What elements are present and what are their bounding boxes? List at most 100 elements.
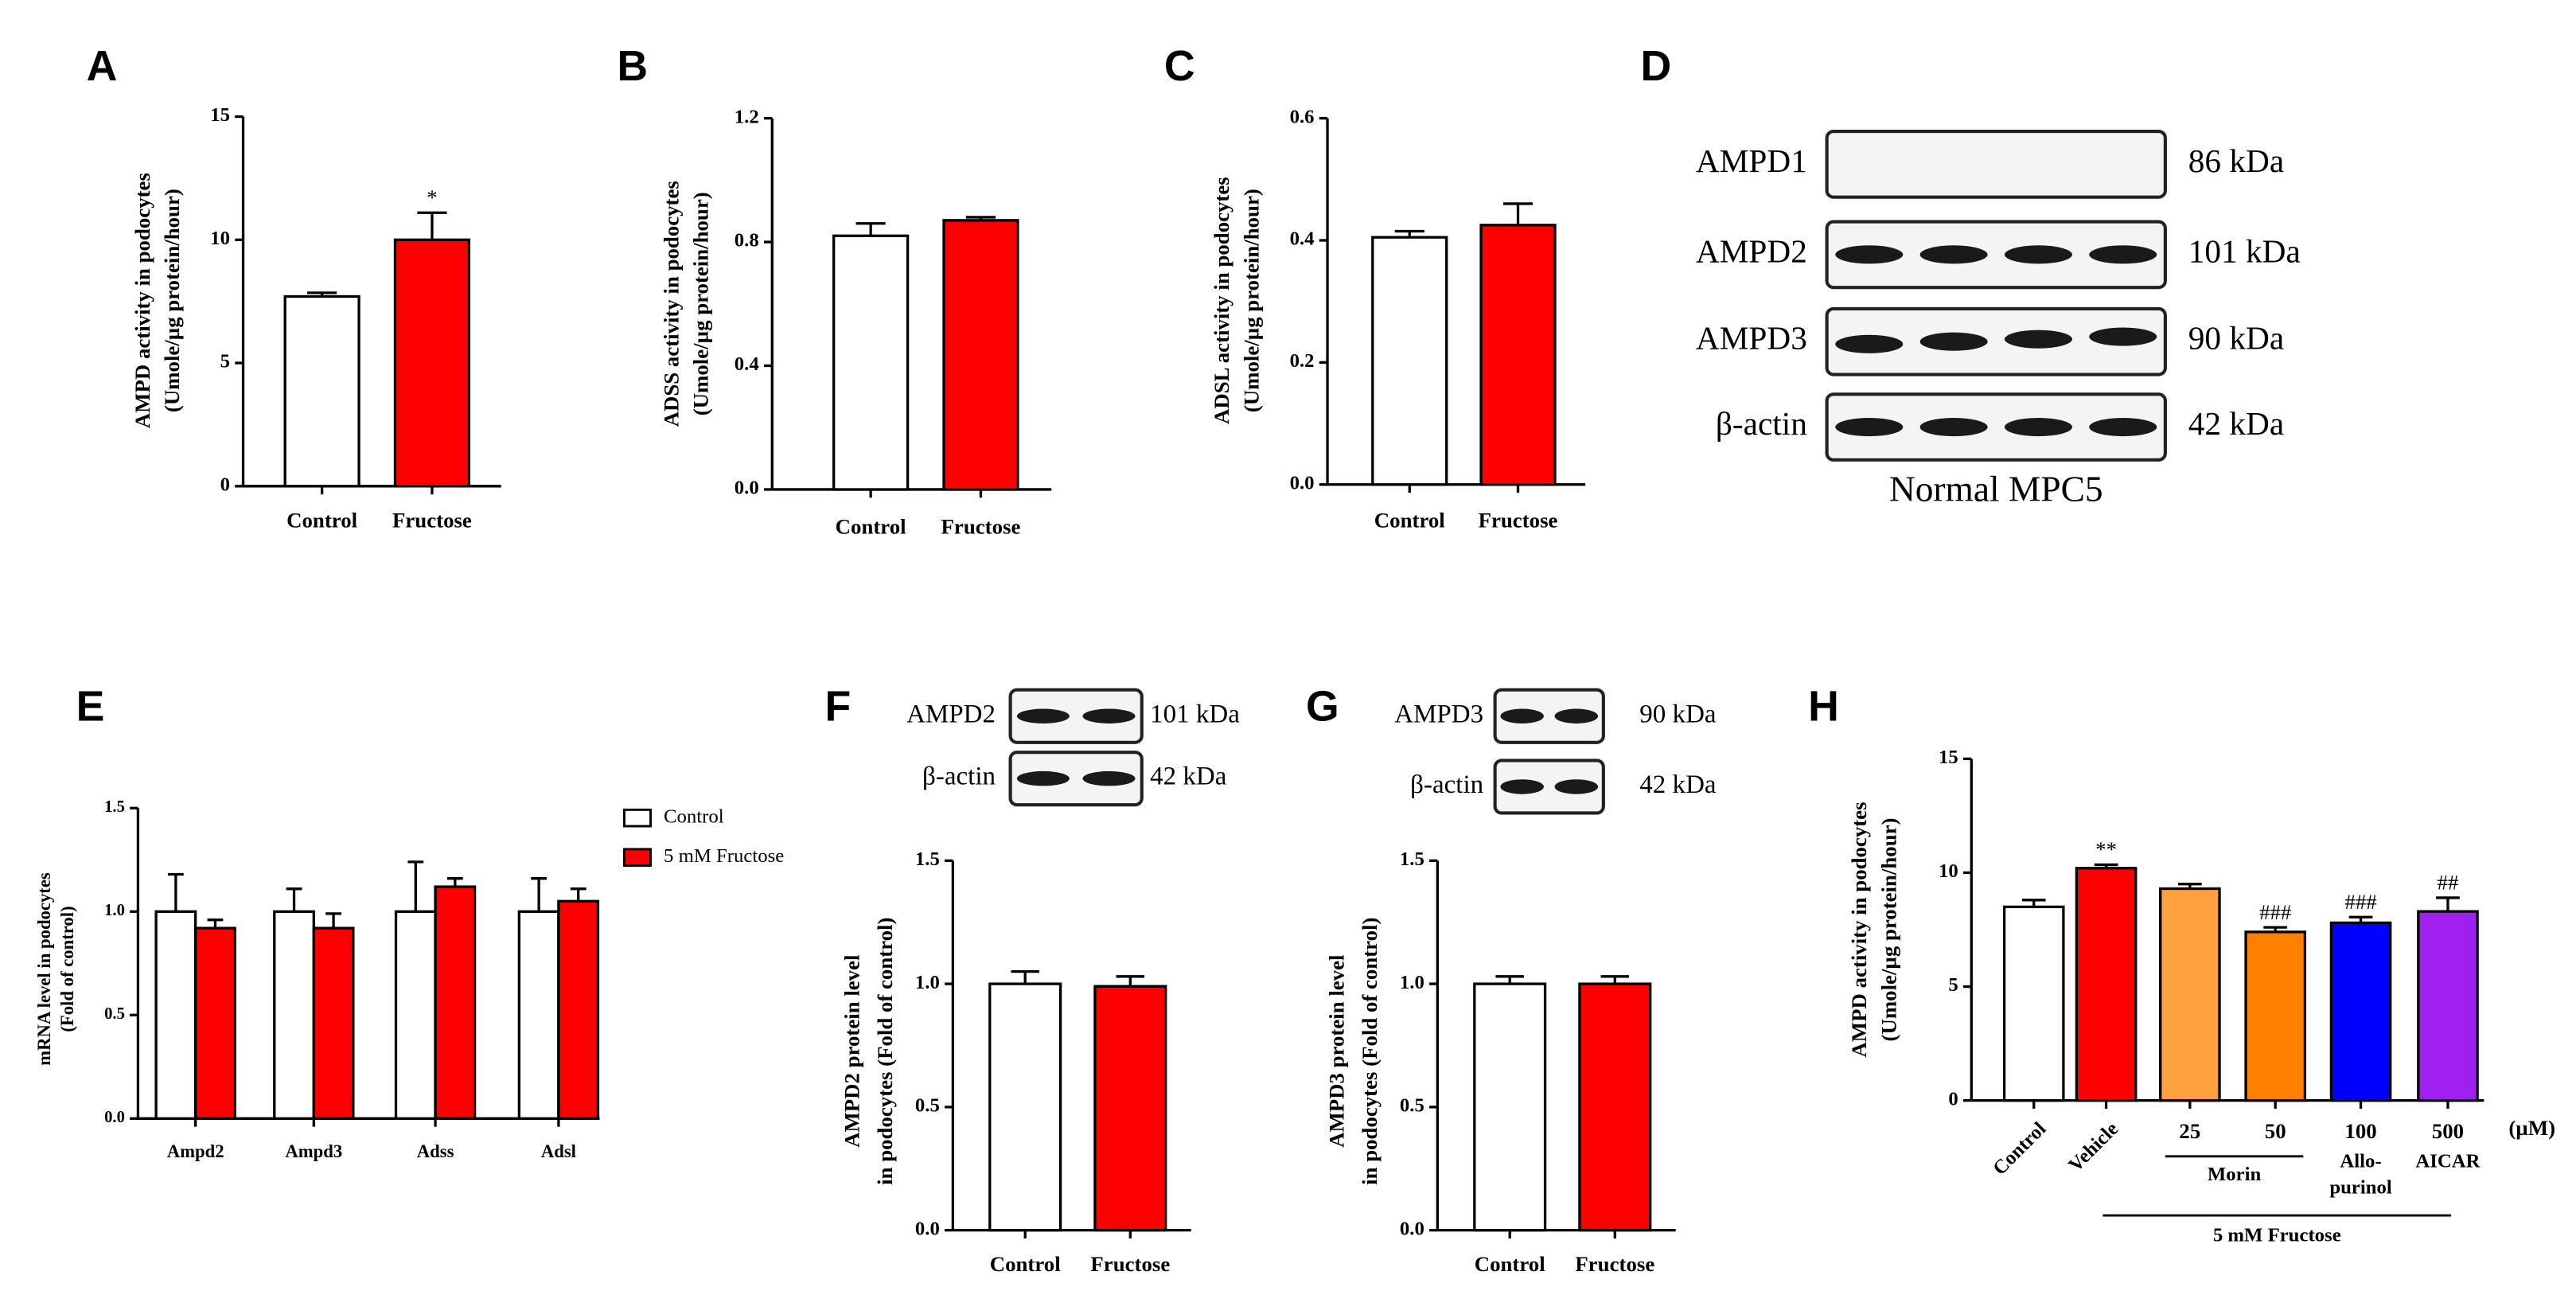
significance-mark: ### xyxy=(2259,900,2291,924)
blot-label: AMPD2 xyxy=(906,700,996,728)
bar xyxy=(1371,236,1448,486)
bar xyxy=(393,238,471,488)
blot-band xyxy=(1919,417,1988,437)
blot-band xyxy=(1835,417,1904,437)
y-axis-label: ADSL activity in podocytes xyxy=(1210,177,1233,424)
blot-label: AMPD1 xyxy=(1696,142,1807,179)
bar xyxy=(2329,921,2392,1102)
significance-mark: ** xyxy=(2095,837,2117,861)
x-tick-label: Fructose xyxy=(1479,508,1558,532)
group-label: Morin xyxy=(2208,1164,2262,1185)
blot-box xyxy=(1008,688,1144,744)
y-tick-label: 10 xyxy=(1939,860,1958,882)
y-axis-label: AMPD activity in podocytes xyxy=(131,173,154,428)
blot-kda: 90 kDa xyxy=(2188,320,2284,357)
bar xyxy=(557,899,600,1120)
x-tick-label: Control xyxy=(836,515,906,539)
blot-band xyxy=(2004,417,2072,437)
panel-letter: E xyxy=(76,683,105,731)
bar xyxy=(988,982,1062,1232)
y-tick-label: 0.0 xyxy=(104,1109,125,1126)
legend-label: Control xyxy=(664,805,724,827)
x-tick-label: Control xyxy=(990,1252,1061,1276)
blot-box xyxy=(1825,130,2167,199)
blot-band xyxy=(2004,245,2072,264)
bar xyxy=(394,910,437,1120)
bar xyxy=(2159,887,2221,1102)
significance-mark: ## xyxy=(2438,871,2459,895)
blot-label: AMPD3 xyxy=(1696,320,1807,357)
panel-letter: G xyxy=(1306,683,1339,731)
y-tick-label: 1.5 xyxy=(915,848,940,870)
x-tick-label: Control xyxy=(1475,1252,1545,1276)
blot-band xyxy=(1835,245,1904,264)
bar xyxy=(194,926,236,1120)
blot-band xyxy=(2089,245,2157,264)
x-tick-label: Control xyxy=(1989,1118,2050,1180)
blot-caption: Normal MPC5 xyxy=(1889,470,2103,509)
y-axis-label: AMPD3 protein level xyxy=(1325,955,1349,1148)
blot-label: β-actin xyxy=(1716,405,1807,442)
bar xyxy=(312,926,355,1120)
y-axis-label: AMPD activity in podocytes xyxy=(1847,802,1871,1057)
legend-swatch xyxy=(623,808,652,828)
blot-box xyxy=(1825,392,2167,462)
x-tick-label: Fructose xyxy=(1575,1252,1654,1276)
blot-band xyxy=(1016,708,1070,724)
blot-band xyxy=(2089,327,2157,346)
blot-label: AMPD2 xyxy=(1696,232,1807,269)
bar xyxy=(273,910,315,1120)
legend-swatch xyxy=(623,848,652,867)
x-tick-label: 25 xyxy=(2179,1119,2200,1143)
blot-kda: 101 kDa xyxy=(1150,700,1240,728)
y-tick-label: 0.4 xyxy=(735,353,759,375)
x-unit: (µM) xyxy=(2508,1116,2555,1140)
panel-letter: C xyxy=(1164,42,1195,90)
bar xyxy=(2002,905,2065,1102)
bar xyxy=(2075,867,2138,1102)
y-tick-label: 10 xyxy=(210,228,230,249)
blot-band xyxy=(1500,779,1544,794)
blot-band xyxy=(1082,770,1136,786)
group-label: AICAR xyxy=(2415,1151,2481,1172)
y-tick-label: 1.0 xyxy=(104,902,125,919)
y-tick-label: 5 xyxy=(220,351,230,372)
panel-letter: H xyxy=(1808,683,1839,731)
blot-box xyxy=(1493,759,1605,815)
blot-label: β-actin xyxy=(922,763,996,791)
y-axis-label: in podocytes (Fold of control) xyxy=(1358,918,1382,1185)
y-tick-label: 0 xyxy=(1948,1088,1958,1110)
y-tick-label: 0 xyxy=(220,474,230,496)
blot-band xyxy=(1835,334,1904,353)
y-tick-label: 0.4 xyxy=(1290,228,1315,250)
y-tick-label: 0.2 xyxy=(1290,350,1315,372)
blot-kda: 86 kDa xyxy=(2188,142,2284,179)
y-tick-label: 1.5 xyxy=(1400,848,1424,870)
group-label: purinol xyxy=(2329,1177,2392,1199)
y-tick-label: 15 xyxy=(1939,747,1958,768)
x-tick-label: Control xyxy=(286,508,357,532)
x-tick-label: Fructose xyxy=(1090,1252,1170,1276)
panel-letter: F xyxy=(824,683,851,731)
y-tick-label: 15 xyxy=(210,104,230,126)
blot-kda: 90 kDa xyxy=(1639,700,1717,728)
bar xyxy=(832,234,910,491)
y-tick-label: 0.5 xyxy=(915,1095,940,1117)
y-tick-label: 0.0 xyxy=(1290,472,1315,493)
y-tick-label: 0.8 xyxy=(735,230,759,252)
y-axis-label: (Umole/µg protein/hour) xyxy=(1876,818,1900,1042)
bar xyxy=(1093,985,1167,1232)
significance-mark: ### xyxy=(2344,890,2376,914)
blot-band xyxy=(1500,708,1544,724)
y-tick-label: 0.0 xyxy=(735,478,759,499)
bar xyxy=(517,910,560,1120)
blot-box xyxy=(1825,306,2167,376)
y-tick-label: 0.6 xyxy=(1290,106,1315,127)
blot-band xyxy=(1919,245,1988,264)
bar xyxy=(434,885,477,1120)
x-tick-label: Ampd2 xyxy=(167,1141,224,1161)
y-axis-label: AMPD2 protein level xyxy=(840,955,864,1148)
y-tick-label: 0.0 xyxy=(915,1218,940,1239)
blot-kda: 42 kDa xyxy=(1150,763,1227,791)
bar xyxy=(1479,224,1557,486)
